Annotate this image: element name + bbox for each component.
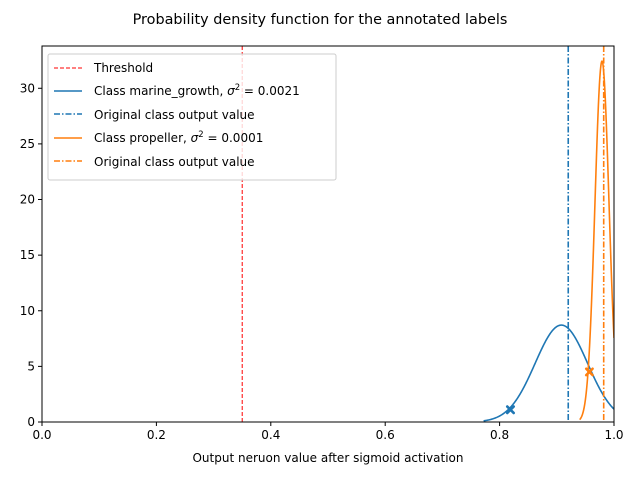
y-tick-label: 20 <box>20 193 35 207</box>
legend-label-series-1: Class marine_growth, σ2 = 0.0021 <box>94 83 300 98</box>
y-tick-label: 10 <box>20 304 35 318</box>
y-tick-label: 30 <box>20 81 35 95</box>
plot-frame <box>41 45 615 423</box>
y-tick-label: 25 <box>20 137 35 151</box>
chart-title: Probability density function for the ann… <box>133 12 508 28</box>
legend-frame <box>47 53 337 181</box>
x-tick-label: 0.2 <box>147 428 166 442</box>
pdf-curve-series-2 <box>579 60 614 421</box>
x-tick-label: 0.4 <box>261 428 280 442</box>
y-tick-label: 0 <box>27 415 35 429</box>
y-tick-label: 15 <box>20 248 35 262</box>
legend-label-original-1: Original class output value <box>94 108 255 122</box>
legend-label-threshold: Threshold <box>93 61 153 75</box>
marker-series-1 <box>505 405 515 415</box>
x-tick-label: 0.0 <box>32 428 51 442</box>
y-tick-label: 5 <box>27 359 35 373</box>
x-axis-label: Output neruon value after sigmoid activa… <box>192 451 463 465</box>
x-tick-label: 0.6 <box>376 428 395 442</box>
axes-layer: 0.0 0.2 0.4 0.6 0.8 1.0 0 5 10 15 20 25 30 <box>20 45 624 442</box>
legend-label-original-2: Original class output value <box>94 155 255 169</box>
legend: Threshold Class marine_growth, σ2 = 0.00… <box>47 53 337 181</box>
marker-series-2 <box>584 367 594 377</box>
legend-label-series-2: Class propeller, σ2 = 0.0001 <box>94 130 263 145</box>
x-tick-label: 1.0 <box>604 428 623 442</box>
x-tick-label: 0.8 <box>490 428 509 442</box>
